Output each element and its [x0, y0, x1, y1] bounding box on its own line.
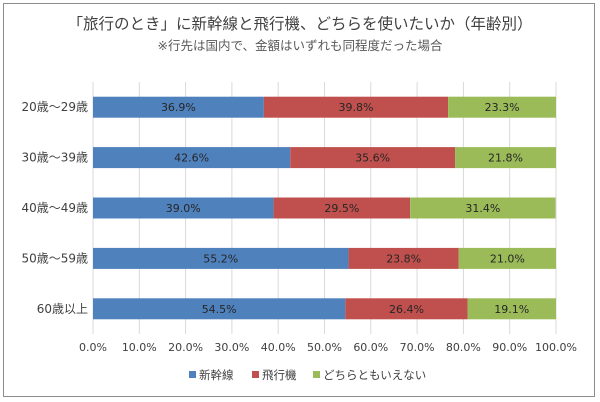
bar-segment [467, 298, 556, 320]
chart-title: 「旅行のとき」に新幹線と飛行機、どちらを使いたいか（年齢別） [67, 15, 533, 33]
data-label: 23.8% [386, 252, 421, 265]
data-label: 19.1% [494, 303, 529, 316]
bar-segment [93, 96, 264, 118]
bar-segment [410, 197, 556, 219]
data-label: 29.5% [324, 202, 359, 215]
bar-segment [448, 96, 556, 118]
legend-swatch [252, 371, 259, 378]
bar-segment [290, 147, 456, 169]
x-tick-label: 100.0% [535, 341, 577, 354]
x-tick-label: 20.0% [168, 341, 203, 354]
bar-segment [263, 96, 449, 118]
x-tick-label: 70.0% [400, 341, 435, 354]
data-label: 21.0% [490, 252, 525, 265]
bar-segment [345, 298, 468, 320]
legend-label: 新幹線 [199, 368, 234, 382]
chart-subtitle: ※行先は国内で、金額はいずれも同程度だった場合 [157, 38, 443, 53]
data-label: 36.9% [161, 101, 196, 114]
bar-segment [273, 197, 411, 219]
legend-swatch [189, 371, 196, 378]
x-tick-label: 50.0% [307, 341, 342, 354]
bar-segment [93, 298, 346, 320]
x-axis-ticks: 0.0% 10.0% 20.0% 30.0% 40.0% 50.0% 60.0% 70.0% 8… [79, 341, 577, 354]
category-label: 20歳～29歳 [21, 100, 88, 114]
x-tick-label: 90.0% [492, 341, 527, 354]
data-label: 31.4% [465, 202, 500, 215]
category-label: 40歳～49歳 [21, 201, 88, 215]
bar-segment [93, 197, 274, 219]
x-tick-label: 60.0% [353, 341, 388, 354]
bar-segment [348, 247, 459, 269]
x-tick-label: 40.0% [261, 341, 296, 354]
data-label: 55.2% [203, 252, 238, 265]
bar-segment [455, 147, 556, 169]
category-label: 30歳～39歳 [21, 151, 88, 165]
legend-label: どちらともいえない [323, 368, 426, 382]
x-tick-label: 0.0% [79, 341, 107, 354]
data-label: 42.6% [174, 152, 209, 165]
category-label: 60歳以上 [37, 302, 88, 316]
bar-segment [93, 147, 291, 169]
data-label: 39.8% [339, 101, 374, 114]
legend-label: 飛行機 [262, 368, 297, 382]
data-label: 21.8% [488, 152, 523, 165]
x-tick-label: 80.0% [446, 341, 481, 354]
data-label: 26.4% [389, 303, 424, 316]
category-labels: 20歳～29歳 30歳～39歳 40歳～49歳 50歳～59歳 60歳以上 [21, 100, 88, 316]
category-label: 50歳～59歳 [21, 251, 88, 265]
bar-segment [93, 247, 349, 269]
bar-segment [458, 247, 556, 269]
data-label: 35.6% [355, 152, 390, 165]
x-tick-label: 30.0% [214, 341, 249, 354]
x-tick-label: 10.0% [122, 341, 157, 354]
data-label: 54.5% [202, 303, 237, 316]
legend: 新幹線 飛行機 どちらともいえない [189, 368, 426, 382]
data-label: 23.3% [485, 101, 520, 114]
legend-swatch [313, 371, 320, 378]
data-label: 39.0% [166, 202, 201, 215]
bars: 36.9% 39.8% 23.3% 42.6% 35.6% 21.8% 39.0% 29.5%… [93, 96, 556, 320]
